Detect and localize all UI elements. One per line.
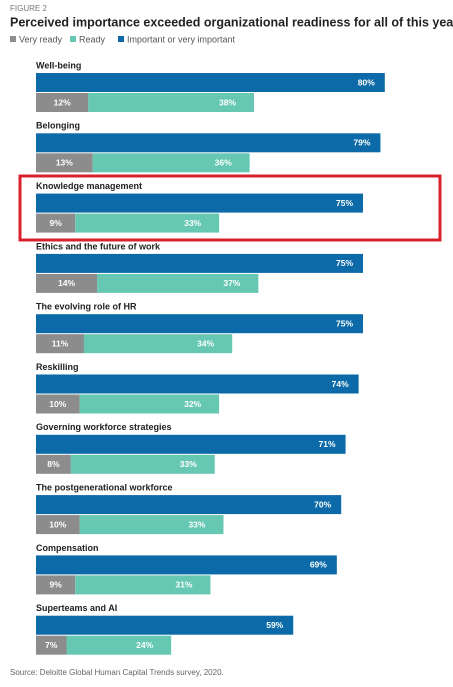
bar-segment — [36, 575, 76, 595]
value-label: 10% — [49, 399, 66, 409]
value-label: 33% — [188, 519, 205, 529]
legend-swatch — [70, 36, 76, 42]
value-label: 33% — [180, 459, 197, 469]
bar — [36, 193, 363, 213]
bar-segment — [36, 635, 67, 655]
value-label: 24% — [136, 640, 153, 650]
category-label: Superteams and AI — [36, 603, 117, 613]
legend: Very ready Ready Important or very importa… — [10, 34, 236, 44]
bar-segment — [88, 93, 254, 112]
bar-segment — [75, 575, 211, 595]
value-label: 7% — [45, 640, 58, 650]
category-label: Ethics and the future of work — [36, 241, 161, 251]
bar — [36, 253, 363, 273]
value-label: 37% — [223, 278, 240, 288]
value-label: 75% — [336, 318, 353, 328]
bar — [36, 555, 337, 575]
bar-segment — [36, 454, 71, 474]
category-label: Reskilling — [36, 362, 79, 372]
value-label: 38% — [219, 97, 236, 107]
bar — [36, 434, 346, 454]
value-label: 9% — [49, 218, 62, 228]
legend-swatch — [10, 36, 16, 42]
legend-swatch — [118, 36, 124, 42]
figure-label: FIGURE 2 — [10, 4, 47, 13]
bar-segment — [70, 454, 215, 474]
value-label: 36% — [215, 158, 232, 168]
bar-segment — [75, 213, 220, 233]
bar-segment — [36, 515, 80, 535]
bar-segment — [36, 394, 80, 414]
bar-segment — [97, 273, 259, 293]
bar-segment — [92, 153, 250, 173]
category-label: Governing workforce strategies — [36, 422, 172, 432]
bar — [36, 374, 359, 394]
legend-label: Ready — [79, 34, 106, 44]
bar-segment — [36, 334, 84, 354]
bar-segment — [36, 153, 93, 173]
highlight-box — [18, 174, 442, 242]
value-label: 69% — [310, 560, 327, 570]
legend-label: Very ready — [19, 34, 63, 44]
bar-segment — [83, 334, 233, 354]
value-label: 9% — [49, 580, 62, 590]
bar — [36, 73, 385, 92]
category-label: Well-being — [36, 60, 81, 70]
chart-title: Perceived importance exceeded organizati… — [10, 15, 453, 29]
bar-segment — [79, 515, 224, 535]
value-label: 79% — [353, 138, 370, 148]
bar-segment — [79, 394, 220, 414]
bar — [36, 314, 363, 334]
value-label: 31% — [175, 580, 192, 590]
value-label: 34% — [197, 338, 214, 348]
value-label: 32% — [184, 399, 201, 409]
bar — [36, 495, 342, 515]
value-label: 71% — [319, 439, 336, 449]
value-label: 12% — [54, 97, 71, 107]
bar-segment — [36, 93, 89, 112]
value-label: 59% — [266, 620, 283, 630]
category-label: The evolving role of HR — [36, 302, 137, 312]
bar-segment — [36, 213, 76, 233]
category-label: Compensation — [36, 543, 99, 553]
bar — [36, 133, 381, 153]
value-label: 8% — [47, 459, 60, 469]
value-label: 13% — [56, 158, 73, 168]
value-label: 74% — [332, 379, 349, 389]
value-label: 75% — [336, 198, 353, 208]
category-label: Knowledge management — [36, 181, 142, 191]
bar-segment — [66, 635, 172, 655]
value-label: 10% — [49, 519, 66, 529]
value-label: 11% — [52, 338, 69, 348]
category-label: Belonging — [36, 121, 80, 131]
legend-label: Important or very important — [127, 34, 236, 44]
bar-segment — [36, 273, 98, 293]
value-label: 75% — [336, 258, 353, 268]
category-label: The postgenerational workforce — [36, 482, 173, 492]
value-label: 80% — [358, 77, 375, 87]
value-label: 70% — [314, 499, 331, 509]
value-label: 14% — [58, 278, 75, 288]
value-label: 33% — [184, 218, 201, 228]
source-note: Source: Deloitte Global Human Capital Tr… — [10, 668, 224, 677]
bar — [36, 615, 294, 635]
